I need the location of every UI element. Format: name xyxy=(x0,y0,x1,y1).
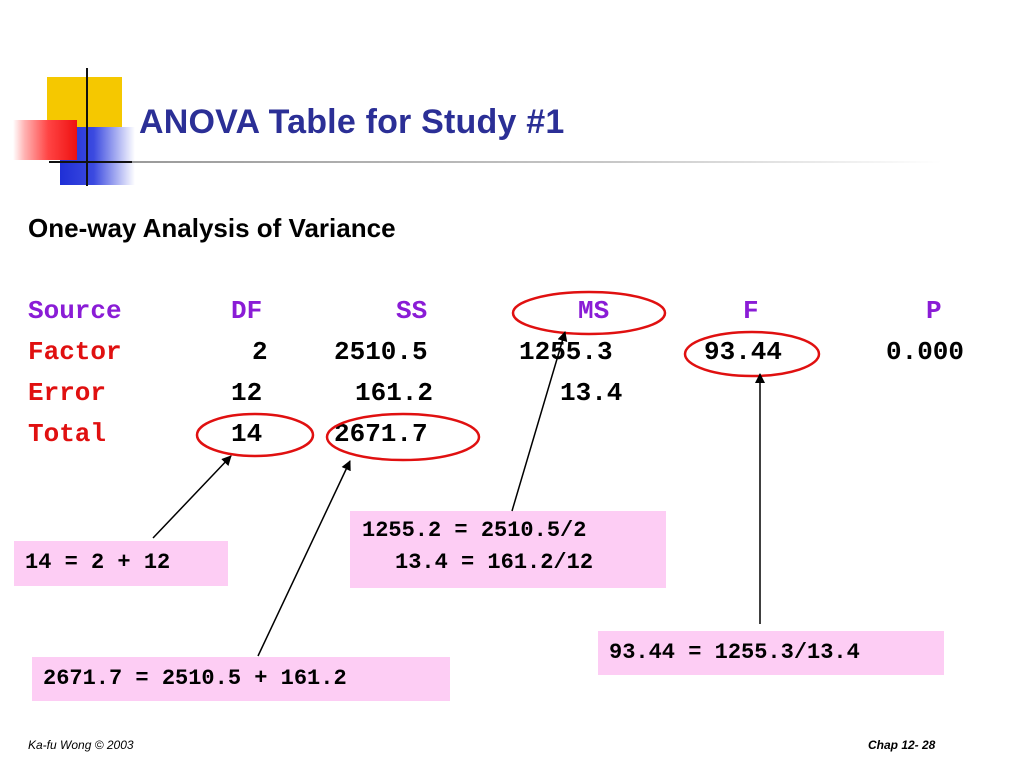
header-ss: SS xyxy=(396,296,428,326)
row-label-factor: Factor xyxy=(28,337,122,367)
cell-error-df: 12 xyxy=(231,378,263,408)
header-source: Source xyxy=(28,296,122,326)
title-underline xyxy=(132,161,942,163)
cell-error-ss: 161.2 xyxy=(355,378,434,408)
cell-factor-ss: 2510.5 xyxy=(334,337,428,367)
slide-subtitle: One-way Analysis of Variance xyxy=(28,213,396,243)
callout-ms-error-text: 13.4 = 161.2/12 xyxy=(395,550,594,575)
slide-title: ANOVA Table for Study #1 xyxy=(139,103,565,141)
circle-df-total xyxy=(195,412,315,458)
arrow-ms xyxy=(511,331,568,512)
cell-total-ss: 2671.7 xyxy=(334,419,428,449)
header-df: DF xyxy=(231,296,263,326)
footer-page-number: Chap 12- 28 xyxy=(868,738,936,752)
callout-ms-factor-text: 1255.2 = 2510.5/2 xyxy=(362,518,587,543)
callout-ss-total-text: 2671.7 = 2510.5 + 161.2 xyxy=(43,666,347,691)
circle-f-value xyxy=(683,330,821,378)
callout-f: 93.44 = 1255.3/13.4 xyxy=(598,631,944,675)
circle-ms-header xyxy=(511,290,667,336)
decor-vertical-line xyxy=(86,68,88,186)
arrow-ss xyxy=(257,460,351,657)
callout-df-total: 14 = 2 + 12 xyxy=(14,541,228,586)
callout-ss-total: 2671.7 = 2510.5 + 161.2 xyxy=(32,657,450,701)
callout-f-text: 93.44 = 1255.3/13.4 xyxy=(609,640,860,665)
cell-factor-p: 0.000 xyxy=(886,337,965,367)
header-f: F xyxy=(743,296,759,326)
header-ms: MS xyxy=(578,296,610,326)
cell-factor-f: 93.44 xyxy=(704,337,783,367)
cell-factor-df: 2 xyxy=(252,337,268,367)
cell-total-df: 14 xyxy=(231,419,263,449)
header-p: P xyxy=(926,296,942,326)
decor-horizontal-line xyxy=(49,161,141,163)
callout-df-total-text: 14 = 2 + 12 xyxy=(25,550,171,575)
decor-red-square xyxy=(13,120,77,160)
row-label-error: Error xyxy=(28,378,107,408)
cell-error-ms: 13.4 xyxy=(560,378,623,408)
callout-ms: 1255.2 = 2510.5/2 13.4 = 161.2/12 xyxy=(350,511,666,588)
arrow-df xyxy=(152,455,232,539)
circle-ss-total xyxy=(325,412,481,462)
row-label-total: Total xyxy=(28,419,107,449)
footer-author: Ka-fu Wong © 2003 xyxy=(28,738,134,752)
